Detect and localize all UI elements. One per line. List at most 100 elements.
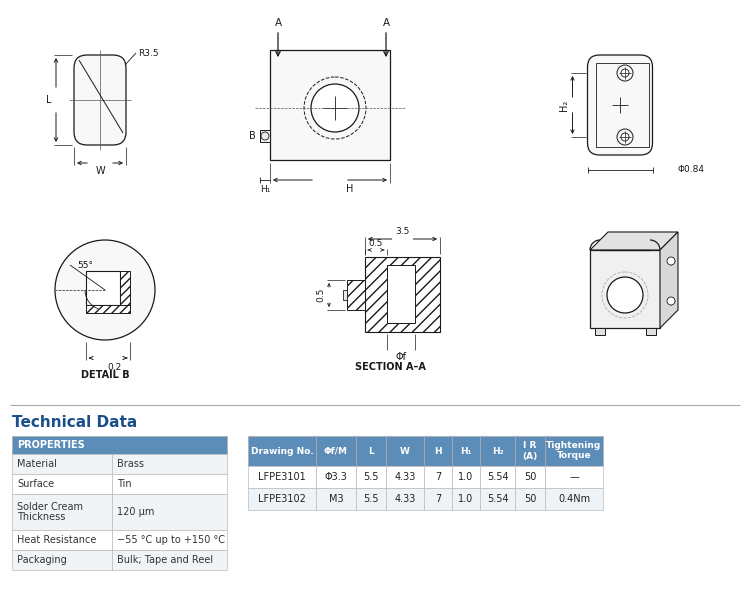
Circle shape (261, 132, 269, 140)
Text: Φ0.84: Φ0.84 (677, 166, 704, 175)
Bar (545, 436, 603, 466)
Circle shape (617, 65, 633, 81)
Bar (424, 488, 452, 510)
Bar (480, 488, 515, 510)
Text: 0.5: 0.5 (316, 288, 326, 302)
Bar (112, 474, 227, 494)
Circle shape (617, 129, 633, 145)
Circle shape (667, 257, 675, 265)
Circle shape (607, 277, 643, 313)
Bar (545, 488, 603, 510)
Text: Packaging: Packaging (17, 555, 67, 565)
Text: H₁: H₁ (460, 447, 472, 456)
Bar (12, 436, 227, 454)
Bar (386, 488, 424, 510)
Text: Torque: Torque (556, 451, 591, 460)
Bar (316, 466, 356, 488)
Text: 5.5: 5.5 (363, 494, 379, 504)
Bar (112, 494, 227, 530)
Circle shape (621, 69, 629, 77)
Bar (480, 466, 515, 488)
Text: Tin: Tin (117, 479, 132, 489)
Bar (480, 436, 515, 466)
Bar (270, 50, 390, 160)
Circle shape (621, 133, 629, 141)
Bar (356, 466, 386, 488)
Text: W: W (400, 447, 410, 456)
Text: 55°: 55° (77, 261, 93, 270)
Bar (424, 436, 452, 466)
Text: LFPE3101: LFPE3101 (258, 472, 306, 482)
Circle shape (311, 84, 359, 132)
Text: H₁: H₁ (260, 185, 270, 194)
Bar (248, 466, 316, 488)
Bar (452, 436, 480, 466)
Bar (387, 265, 415, 323)
Text: −55 °C up to +150 °C: −55 °C up to +150 °C (117, 535, 225, 545)
Text: 3.5: 3.5 (395, 226, 410, 235)
Bar (595, 328, 605, 335)
Text: 5.54: 5.54 (487, 494, 508, 504)
Text: LFPE3102: LFPE3102 (258, 494, 306, 504)
Text: Thickness: Thickness (17, 512, 65, 522)
Text: Φ3.3: Φ3.3 (325, 472, 347, 482)
Text: 50: 50 (524, 494, 536, 504)
Bar (347, 280, 365, 310)
Text: —: — (569, 472, 579, 482)
Text: 0.4Nm: 0.4Nm (558, 494, 590, 504)
Text: L: L (46, 95, 52, 105)
Bar (386, 466, 424, 488)
Text: 4.33: 4.33 (394, 472, 416, 482)
Circle shape (55, 240, 155, 340)
Bar (386, 436, 424, 466)
Bar (343, 290, 347, 300)
Bar (365, 257, 440, 332)
Text: R3.5: R3.5 (138, 49, 158, 58)
Text: Drawing No.: Drawing No. (251, 447, 314, 456)
Bar (316, 436, 356, 466)
Bar (545, 466, 603, 488)
Bar (452, 488, 480, 510)
Text: Bulk; Tape and Reel: Bulk; Tape and Reel (117, 555, 213, 565)
Text: 5.54: 5.54 (487, 472, 508, 482)
Polygon shape (660, 232, 678, 328)
Text: Brass: Brass (117, 459, 144, 469)
Text: PROPERTIES: PROPERTIES (17, 440, 85, 450)
Bar (112, 550, 227, 570)
Text: A: A (274, 18, 281, 28)
Bar (120, 271, 130, 305)
Polygon shape (590, 232, 678, 250)
Text: A: A (382, 18, 389, 28)
Bar (12, 550, 112, 570)
Text: W: W (95, 166, 105, 176)
Text: B: B (248, 131, 255, 141)
Text: DETAIL B: DETAIL B (81, 370, 129, 380)
Text: 1.0: 1.0 (458, 472, 474, 482)
Bar (12, 530, 112, 550)
Bar (86, 305, 130, 313)
Text: 0.2: 0.2 (108, 362, 122, 371)
Bar (515, 436, 545, 466)
Bar (596, 63, 649, 147)
Bar (12, 494, 112, 530)
Text: 4.33: 4.33 (394, 494, 416, 504)
Text: L: L (368, 447, 374, 456)
Bar (112, 530, 227, 550)
Bar (248, 436, 316, 466)
Bar (260, 130, 270, 142)
Text: (A): (A) (522, 451, 538, 460)
Text: Solder Cream: Solder Cream (17, 502, 83, 512)
Bar (515, 466, 545, 488)
Text: Material: Material (17, 459, 57, 469)
Text: 50: 50 (524, 472, 536, 482)
Bar (452, 466, 480, 488)
Text: H: H (346, 184, 354, 194)
Text: 1.0: 1.0 (458, 494, 474, 504)
Text: 0.5: 0.5 (369, 239, 383, 248)
Circle shape (667, 297, 675, 305)
Text: H₂: H₂ (559, 99, 568, 110)
Text: 5.5: 5.5 (363, 472, 379, 482)
Bar (86, 271, 120, 305)
Bar (356, 436, 386, 466)
Text: Φf/M: Φf/M (324, 447, 348, 456)
